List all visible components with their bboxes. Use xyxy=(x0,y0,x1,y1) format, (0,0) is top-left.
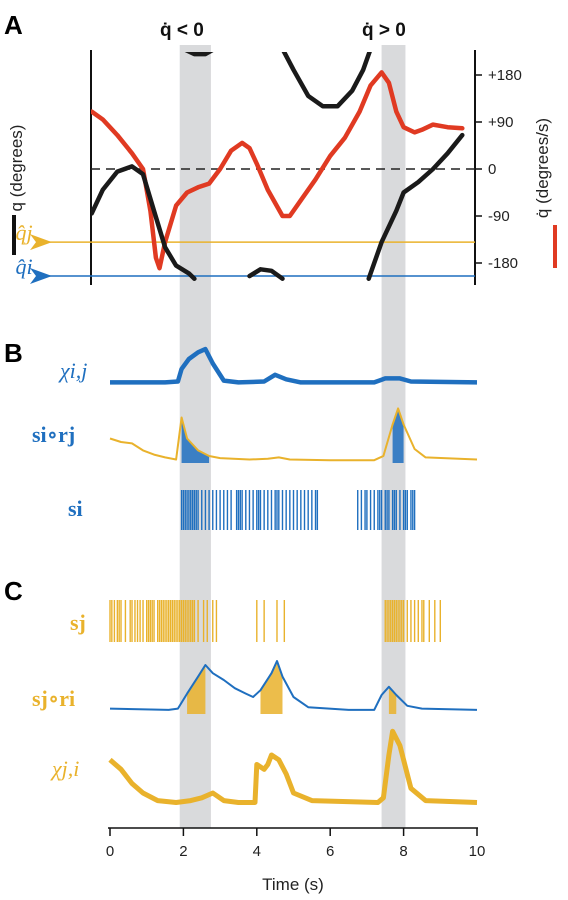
chi-ij-trace xyxy=(110,346,478,385)
x-tick-label: 10 xyxy=(469,843,486,860)
annotation-qdot-positive: q̇ > 0 xyxy=(362,20,406,41)
si-label: si xyxy=(68,496,83,521)
series-black-segment-2 xyxy=(184,52,214,57)
si-rj-label: si∘rj xyxy=(32,422,75,447)
si-rj-trace xyxy=(109,407,478,462)
series-black-segment-5 xyxy=(366,132,465,281)
panel-a-series xyxy=(91,52,465,281)
x-tick-label: 0 xyxy=(106,843,114,860)
series-black-segment-3 xyxy=(247,267,285,281)
chi-ji-label: χj,i xyxy=(50,756,79,781)
chi-ji-trace xyxy=(108,728,478,805)
panel-letter-a: A xyxy=(4,10,23,40)
series-black-segment-4 xyxy=(281,52,372,109)
right-axis-title: q̇ (degrees/s) xyxy=(533,118,552,218)
left-axis-title: q (degrees) xyxy=(7,125,26,212)
right-tick-label: -180 xyxy=(488,255,518,272)
qhat-i-arrow xyxy=(30,268,52,285)
sj-label: sj xyxy=(70,610,86,635)
x-tick-label: 6 xyxy=(326,843,334,860)
qhat-i-label: q̂i xyxy=(15,254,32,279)
right-tick-label: 0 xyxy=(488,161,496,178)
qhat-j-label: q̂j xyxy=(15,220,32,245)
qhat-j-arrow xyxy=(30,234,52,251)
sj-ri-trace xyxy=(109,660,478,711)
right-tick-label: +90 xyxy=(488,114,513,131)
x-tick-label: 4 xyxy=(253,843,261,860)
x-axis-ticks: 0 2 4 6 8 10 xyxy=(106,828,486,860)
panel-c-plot xyxy=(108,600,478,805)
series-black-segment-1 xyxy=(91,164,197,281)
chi-ij-label: χi,j xyxy=(58,358,87,383)
si-rj-trace-fill-2 xyxy=(392,408,404,463)
panel-letter-b: B xyxy=(4,338,23,368)
sj-ri-label: sj∘ri xyxy=(32,686,75,711)
panel-a-plot xyxy=(91,52,465,281)
x-tick-label: 8 xyxy=(399,843,407,860)
panel-a-right-ticks: +180 +90 0 -90 -180 xyxy=(475,67,522,272)
right-tick-label: +180 xyxy=(488,67,522,84)
si-rj-trace-fill-1 xyxy=(181,417,210,463)
panel-b-plot xyxy=(109,346,478,530)
sj-ri-trace-fill-1 xyxy=(187,665,206,714)
x-axis-title: Time (s) xyxy=(262,875,324,894)
annotation-qdot-negative: q̇ < 0 xyxy=(160,20,204,41)
right-tick-label: -90 xyxy=(488,208,510,225)
panel-letter-c: C xyxy=(4,576,23,606)
sj-ri-trace-fill-2 xyxy=(260,661,283,714)
series-red-line xyxy=(91,70,465,271)
x-tick-label: 2 xyxy=(179,843,187,860)
